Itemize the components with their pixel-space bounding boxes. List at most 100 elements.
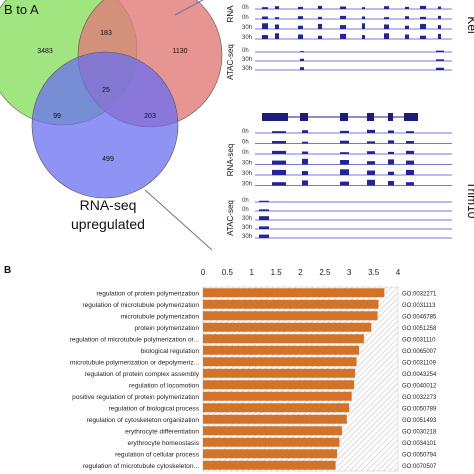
- go-id-label: GO:0070507: [402, 464, 437, 470]
- track-top-rna-row-peak: [362, 35, 365, 39]
- track-top-rna-row-peak: [384, 17, 389, 19]
- track-bottom-rna-row-peak: [406, 160, 414, 165]
- track-bottom-rna-row-label: 30h: [242, 182, 252, 188]
- track-top-rna-row-peak: [262, 35, 268, 39]
- gene-model-trim10: [262, 113, 418, 121]
- bar: [203, 414, 347, 424]
- venn-count-red-only: 1130: [172, 48, 187, 55]
- category-label: regulation of cellular process: [115, 451, 200, 458]
- track-bottom-rna-label: RNA-seq: [226, 144, 235, 176]
- track-bottom-rna-row-peak: [340, 169, 349, 175]
- track-top-atac-row-label: 30h: [242, 66, 252, 72]
- track-top-atac-row-label: 30h: [242, 57, 252, 63]
- track-top-rna-row-peak: [362, 23, 365, 29]
- category-label: microtubule polymerization or depolymeri…: [70, 359, 199, 366]
- track-top-rna-row-peak: [420, 35, 426, 39]
- track-top-rna-row-peak: [298, 34, 303, 39]
- track-bottom-rna-row-peak: [272, 160, 286, 165]
- track-bottom-rna-row-label: 30h: [242, 171, 252, 177]
- x-tick-label: 3: [347, 268, 352, 277]
- track-bottom-rna-row-peak: [388, 130, 394, 133]
- track-top-rna-row-peak: [384, 6, 389, 9]
- go-id-label: GO:0050794: [402, 452, 437, 458]
- track-bottom-rna-row-label: 0h: [242, 129, 249, 135]
- venn-count-red-blue: 203: [144, 113, 156, 120]
- track-bottom-rna-row-peak: [302, 141, 308, 144]
- go-id-label: GO:0032271: [402, 291, 437, 297]
- track-bottom-rna-row-peak: [302, 151, 308, 154]
- category-label: positive regulation of protein polymeriz…: [72, 394, 199, 401]
- venn-count-green-blue: 99: [53, 113, 61, 120]
- x-tick-label: 1: [250, 268, 255, 277]
- category-label: protein polymerization: [134, 325, 199, 332]
- bar: [203, 334, 364, 344]
- x-tick-label: 1.5: [271, 268, 283, 277]
- track-top-gene-label: Kel: [465, 16, 474, 33]
- track-top-rna-row-peak: [405, 25, 409, 29]
- x-tick-label: 3.5: [368, 268, 380, 277]
- category-label: regulation of protein complex assembly: [85, 371, 200, 378]
- go-id-label: GO:0031110: [402, 337, 436, 343]
- track-bottom-rna-row-peak: [272, 182, 286, 186]
- track-bottom-rna-row-peak: [406, 131, 414, 133]
- bar: [203, 322, 372, 332]
- category-label: regulation of locomotion: [129, 382, 199, 389]
- track-top-rna-row-peak: [405, 6, 409, 9]
- track-bottom-rna-row-peak: [388, 171, 394, 175]
- go-id-label: GO:0050789: [402, 406, 437, 412]
- track-bottom-rna-row-peak: [340, 181, 349, 186]
- venn-count-center: 25: [102, 87, 110, 94]
- zoom-line-bottom: [144, 189, 213, 251]
- track-bottom-atac-row-label: 0h: [242, 198, 249, 204]
- track-top-rna-row-peak: [420, 16, 426, 19]
- bar: [203, 311, 378, 321]
- track-bottom-rna-row-peak: [302, 158, 308, 165]
- track-bottom-rna-row-peak: [340, 130, 349, 133]
- category-label: regulation of microtubule cytoskeleton..…: [83, 463, 199, 470]
- go-id-label: GO:0031109: [402, 360, 437, 366]
- track-top-rna-row-peak: [438, 33, 441, 39]
- track-top-rna-label: RNA: [226, 5, 235, 23]
- track-bottom-rna-row-peak: [302, 180, 308, 186]
- track-bottom-rna-row-peak: [340, 152, 349, 154]
- go-id-label: GO:0031113: [402, 303, 436, 309]
- track-bottom-rna-row-peak: [367, 179, 375, 186]
- track-top-atac-row-peak: [436, 59, 444, 61]
- category-label: regulation of biological process: [108, 405, 199, 412]
- x-tick-label: 4: [396, 268, 401, 277]
- track-top-rna-row-peak: [262, 16, 268, 19]
- track-top-rna-row-peak: [405, 34, 409, 39]
- track-top-rna-row-peak: [438, 6, 441, 9]
- track-bottom-rna-row-peak: [406, 169, 414, 175]
- track-bottom-rna-row-peak: [367, 141, 375, 144]
- go-id-label: GO:0040012: [402, 383, 437, 389]
- venn-count-green-only: 3483: [37, 48, 53, 55]
- venn-top-left-label: B to A: [4, 2, 39, 17]
- go-id-label: GO:0043254: [402, 372, 437, 378]
- bar: [203, 368, 356, 378]
- venn-circle-blue: [31, 51, 179, 199]
- go-bar-chart: 0 0.5 1 1.5 2 2.5 3 3.5 4 regulation of protein p…: [70, 268, 437, 472]
- genome-tracks: RNA ATAC-seq Kel 0h 0h 30h 30h 0h 30h 30h RNA-…: [226, 5, 474, 240]
- track-bottom-rna-row-peak: [272, 131, 286, 133]
- track-top-rna-row-label: 0h: [242, 15, 249, 21]
- track-bottom-rna-row-peak: [388, 140, 394, 144]
- bar: [203, 403, 350, 413]
- track-bottom-atac-row-peak: [259, 209, 269, 211]
- track-bottom-rows: 0h 0h 0h 30h 30h 30h 0h 0h 30h 30h 30h: [242, 129, 452, 240]
- track-top-rna-row-peak: [318, 35, 322, 39]
- track-top-rna-row-peak: [275, 24, 279, 29]
- go-id-label: GO:0034101: [402, 441, 437, 447]
- track-top-rna-row-peak: [318, 16, 322, 19]
- track-top-rna-row-peak: [275, 33, 279, 39]
- track-top-rna-row-peak: [298, 16, 303, 19]
- track-top-rna-row-peak: [384, 33, 389, 39]
- track-top-rna-row-peak: [438, 15, 441, 19]
- track-top-rna-row-peak: [262, 7, 268, 9]
- track-top-rna-row-peak: [420, 23, 426, 29]
- track-bottom-atac-row-label: 30h: [242, 225, 252, 231]
- track-bottom-atac-label: ATAC-seq: [226, 200, 235, 236]
- track-top-rna-row-peak: [318, 5, 322, 9]
- track-top-atac-row-peak: [300, 58, 304, 61]
